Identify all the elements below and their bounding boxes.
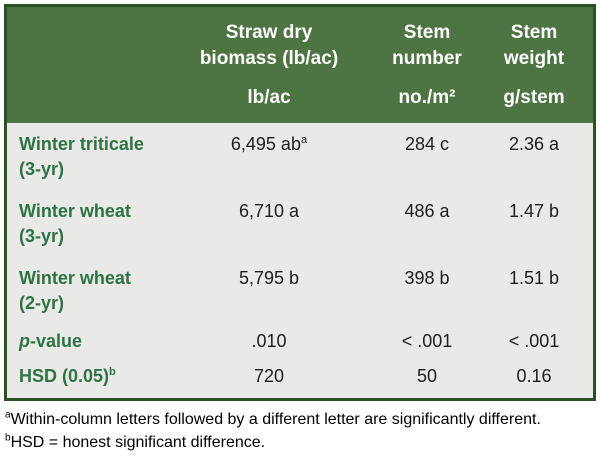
column-header-stem-number-line1: Stem [403, 22, 451, 43]
footnote-b-marker: b [5, 432, 11, 444]
footnote-b: bHSD = honest significant difference. [5, 431, 596, 454]
footnote-a: aWithin-column letters followed by a dif… [5, 408, 596, 431]
table-footnotes: aWithin-column letters followed by a dif… [5, 408, 596, 454]
row-label-line2: (3-yr) [19, 226, 65, 246]
row-label-line2: (3-yr) [19, 159, 65, 179]
cell-stem-weight: 0.16 [516, 366, 552, 386]
cell-biomass: 6,495 aba [230, 134, 308, 154]
table-body: Winter triticale (3-yr) 6,495 aba 284 c … [7, 123, 593, 398]
cell-biomass: .010 [251, 331, 287, 351]
column-header-stem-weight: Stem weight [501, 20, 593, 72]
row-label: HSD (0.05)b [7, 364, 185, 389]
row-label-line2: (2-yr) [19, 293, 65, 313]
row-label: Winter wheat (2-yr) [7, 266, 185, 316]
table-row-p-value: p-value .010 < .001 < .001 [7, 324, 593, 359]
cell-stem-number: 398 b [404, 268, 450, 288]
column-header-biomass-line2: biomass (lb/ac) [199, 48, 339, 69]
table-row-winter-wheat-2yr: Winter wheat (2-yr) 5,795 b 398 b 1.51 b [7, 257, 593, 324]
footnote-a-text: Within-column letters followed by a diff… [10, 411, 541, 428]
footnote-b-text: HSD = honest significant difference. [10, 434, 266, 451]
unit-stem-weight: g/stem [503, 87, 565, 108]
cell-biomass: 720 [253, 366, 285, 386]
column-header-stem-weight-line1: Stem [510, 22, 558, 43]
table-header: Straw dry biomass (lb/ac) Stem number St… [7, 7, 593, 123]
cell-stem-weight: < .001 [508, 331, 560, 351]
row-label: p-value [7, 329, 185, 354]
cell-stem-number: < .001 [401, 331, 453, 351]
unit-biomass: lb/ac [247, 87, 291, 108]
cell-biomass: 6,710 a [238, 201, 300, 221]
footnote-marker-b: b [109, 366, 116, 378]
cell-stem-number: 50 [416, 366, 438, 386]
table-row-winter-triticale-3yr: Winter triticale (3-yr) 6,495 aba 284 c … [7, 123, 593, 190]
results-table: Straw dry biomass (lb/ac) Stem number St… [4, 4, 596, 401]
header-column-names: Straw dry biomass (lb/ac) Stem number St… [7, 20, 593, 72]
footnote-marker-a: a [300, 134, 308, 146]
table-row-hsd: HSD (0.05)b 720 50 0.16 [7, 359, 593, 398]
header-empty-cell [7, 20, 185, 72]
column-header-stem-weight-line2: weight [503, 48, 565, 69]
p-italic: p [19, 331, 30, 351]
row-label: Winter wheat (3-yr) [7, 199, 185, 249]
cell-stem-weight: 1.51 b [508, 268, 560, 288]
table-row-winter-wheat-3yr: Winter wheat (3-yr) 6,710 a 486 a 1.47 b [7, 190, 593, 257]
column-header-stem-number-line2: number [392, 48, 462, 69]
header-units-row: lb/ac no./m² g/stem [7, 85, 593, 111]
column-header-biomass-line1: Straw dry [225, 22, 313, 43]
row-label-text: Winter triticale [19, 134, 144, 154]
unit-empty-cell [7, 85, 185, 111]
cell-stem-number: 284 c [404, 134, 450, 154]
row-label-text: HSD (0.05) [19, 366, 110, 386]
cell-stem-weight: 2.36 a [508, 134, 560, 154]
cell-biomass: 5,795 b [238, 268, 300, 288]
row-label-text: Winter wheat [19, 201, 131, 221]
unit-stem-number: no./m² [398, 87, 456, 108]
row-label-text: -value [30, 331, 83, 351]
row-label-text: Winter wheat [19, 268, 131, 288]
column-header-biomass: Straw dry biomass (lb/ac) [185, 20, 353, 72]
footnote-a-marker: a [5, 409, 11, 421]
column-header-stem-number: Stem number [353, 20, 501, 72]
row-label: Winter triticale (3-yr) [7, 132, 185, 182]
cell-stem-number: 486 a [404, 201, 450, 221]
cell-stem-weight: 1.47 b [508, 201, 560, 221]
